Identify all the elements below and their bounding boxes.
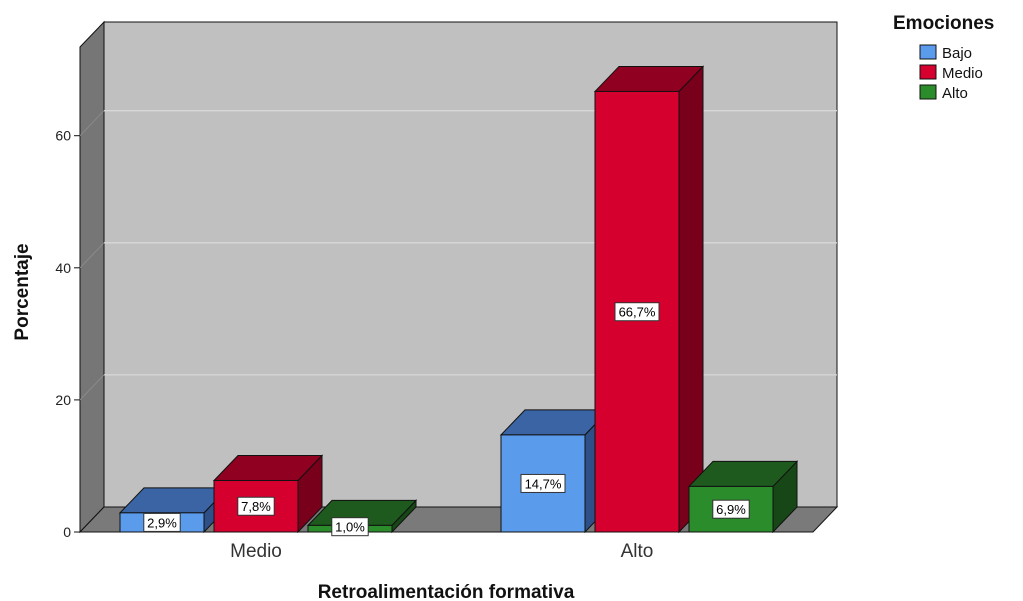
y-tick-label: 60 bbox=[55, 128, 71, 144]
data-label-box bbox=[520, 473, 566, 493]
data-label-text: 2,9% bbox=[147, 515, 177, 530]
legend-label: Medio bbox=[942, 65, 983, 82]
data-label-text: 6,9% bbox=[716, 502, 746, 517]
data-label-box bbox=[237, 496, 275, 516]
data-label-text: 66,7% bbox=[619, 305, 656, 320]
gridline-side bbox=[79, 374, 105, 401]
x-axis-title: Retroalimentación formativa bbox=[318, 582, 575, 601]
x-category-label: Medio bbox=[230, 541, 282, 562]
y-axis-title: Porcentaje bbox=[12, 243, 33, 340]
side-wall bbox=[79, 20, 105, 534]
legend-item: Bajo bbox=[919, 44, 972, 62]
legend-label: Alto bbox=[942, 85, 968, 102]
bar bbox=[687, 460, 799, 534]
gridline-side bbox=[79, 110, 105, 137]
legend-label: Bajo bbox=[942, 45, 972, 62]
data-label-text: 7,8% bbox=[241, 499, 271, 514]
legend: Emociones Bajo Medio Alto bbox=[893, 13, 994, 102]
bar bbox=[593, 65, 705, 534]
y-axis-ticks: 0 20 40 60 bbox=[55, 128, 80, 540]
bar-side bbox=[678, 65, 704, 534]
plot-walls bbox=[78, 20, 839, 534]
legend-item: Medio bbox=[919, 64, 983, 82]
x-category-label: Alto bbox=[621, 541, 654, 562]
x-axis-categories: Medio Alto bbox=[230, 541, 653, 562]
data-label-box bbox=[614, 302, 660, 322]
gridlines bbox=[79, 110, 837, 401]
legend-swatch bbox=[919, 84, 937, 100]
data-label: 1,0% bbox=[331, 517, 369, 537]
y-tick-label: 40 bbox=[55, 260, 71, 276]
data-label-text: 1,0% bbox=[335, 520, 365, 535]
y-tick-label: 0 bbox=[63, 524, 71, 540]
back-wall bbox=[103, 21, 838, 508]
data-label: 2,9% bbox=[143, 512, 181, 532]
legend-item: Alto bbox=[919, 84, 968, 102]
bar bbox=[499, 408, 611, 534]
data-label: 14,7% bbox=[520, 473, 566, 493]
gridline-side bbox=[79, 242, 105, 269]
data-label-box bbox=[712, 499, 750, 519]
data-label-box bbox=[143, 512, 181, 532]
data-label-box bbox=[331, 517, 369, 537]
legend-swatch bbox=[919, 64, 937, 80]
legend-title: Emociones bbox=[893, 13, 994, 34]
data-label: 7,8% bbox=[237, 496, 275, 516]
data-label: 66,7% bbox=[614, 302, 660, 322]
data-label-text: 14,7% bbox=[525, 476, 562, 491]
y-tick-label: 20 bbox=[55, 392, 71, 408]
data-label: 6,9% bbox=[712, 499, 750, 519]
bar bbox=[212, 454, 324, 534]
legend-swatch bbox=[919, 44, 937, 60]
data-labels: 2,9% 7,8% 1,0% 14,7% 66,7% 6,9% bbox=[143, 302, 750, 537]
